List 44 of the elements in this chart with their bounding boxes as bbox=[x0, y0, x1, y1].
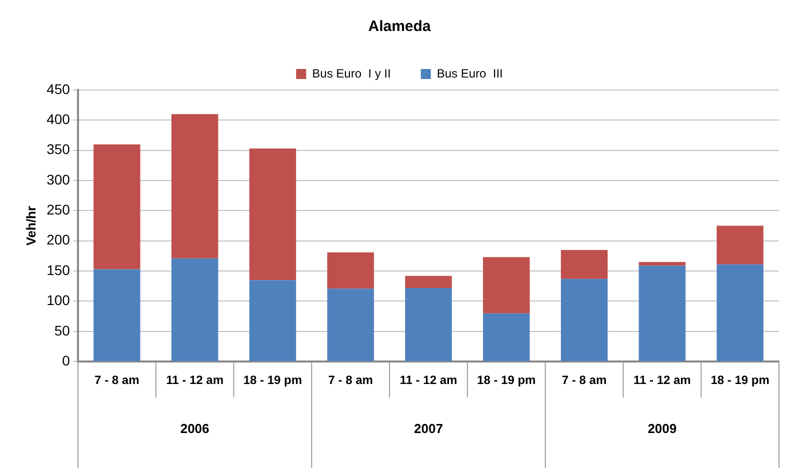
bar bbox=[560, 278, 608, 362]
bar bbox=[560, 250, 608, 279]
text: 2007 bbox=[414, 421, 443, 436]
y-tick-label: 0 bbox=[62, 352, 70, 368]
x-tick-label: 7 - 8 am bbox=[94, 373, 140, 388]
y-tick-label: 200 bbox=[46, 232, 70, 248]
bar bbox=[327, 288, 374, 362]
x-tick-label: 7 - 8 am bbox=[328, 373, 373, 388]
y-tick-label: 300 bbox=[46, 171, 70, 188]
bar bbox=[483, 313, 530, 362]
bar bbox=[171, 258, 218, 362]
x-tick-label: 7 - 8 am bbox=[562, 373, 607, 388]
bar bbox=[483, 257, 530, 314]
y-tick-label: 450 bbox=[46, 80, 70, 97]
x-tick-label: 18 - 19 pm bbox=[710, 373, 770, 388]
x-tick-label: 11 - 12 am bbox=[633, 373, 691, 388]
y-tick-label: 350 bbox=[46, 141, 70, 158]
legend-label: Bus Euro I y II bbox=[312, 66, 391, 80]
y-tick-label: 50 bbox=[54, 322, 70, 338]
x-tick-label: 11 - 12 am bbox=[166, 373, 224, 388]
bar bbox=[94, 269, 140, 362]
bar bbox=[716, 264, 764, 362]
text: 2006 bbox=[180, 421, 210, 436]
text: 2009 bbox=[648, 421, 677, 436]
bar bbox=[638, 266, 686, 362]
bar bbox=[327, 252, 374, 289]
y-tick-label: 100 bbox=[46, 292, 70, 308]
x-tick-label: 11 - 12 am bbox=[400, 373, 458, 388]
chart-title: Alameda bbox=[368, 18, 432, 36]
bar bbox=[405, 288, 452, 362]
bar bbox=[405, 276, 452, 288]
bar bbox=[716, 226, 764, 264]
bar bbox=[638, 262, 686, 266]
y-tick-label: 400 bbox=[46, 111, 70, 128]
x-tick-label: 18 - 19 pm bbox=[243, 373, 302, 388]
bar bbox=[171, 114, 218, 258]
bar bbox=[249, 148, 296, 280]
bar bbox=[249, 280, 296, 362]
legend-label: Bus Euro III bbox=[436, 66, 503, 80]
x-tick-label: 18 - 19 pm bbox=[477, 373, 536, 388]
y-tick-label: 150 bbox=[46, 262, 70, 278]
bar bbox=[94, 144, 140, 270]
y-tick-label: 250 bbox=[46, 202, 70, 218]
y-axis-title: Veh/hr bbox=[23, 206, 38, 246]
